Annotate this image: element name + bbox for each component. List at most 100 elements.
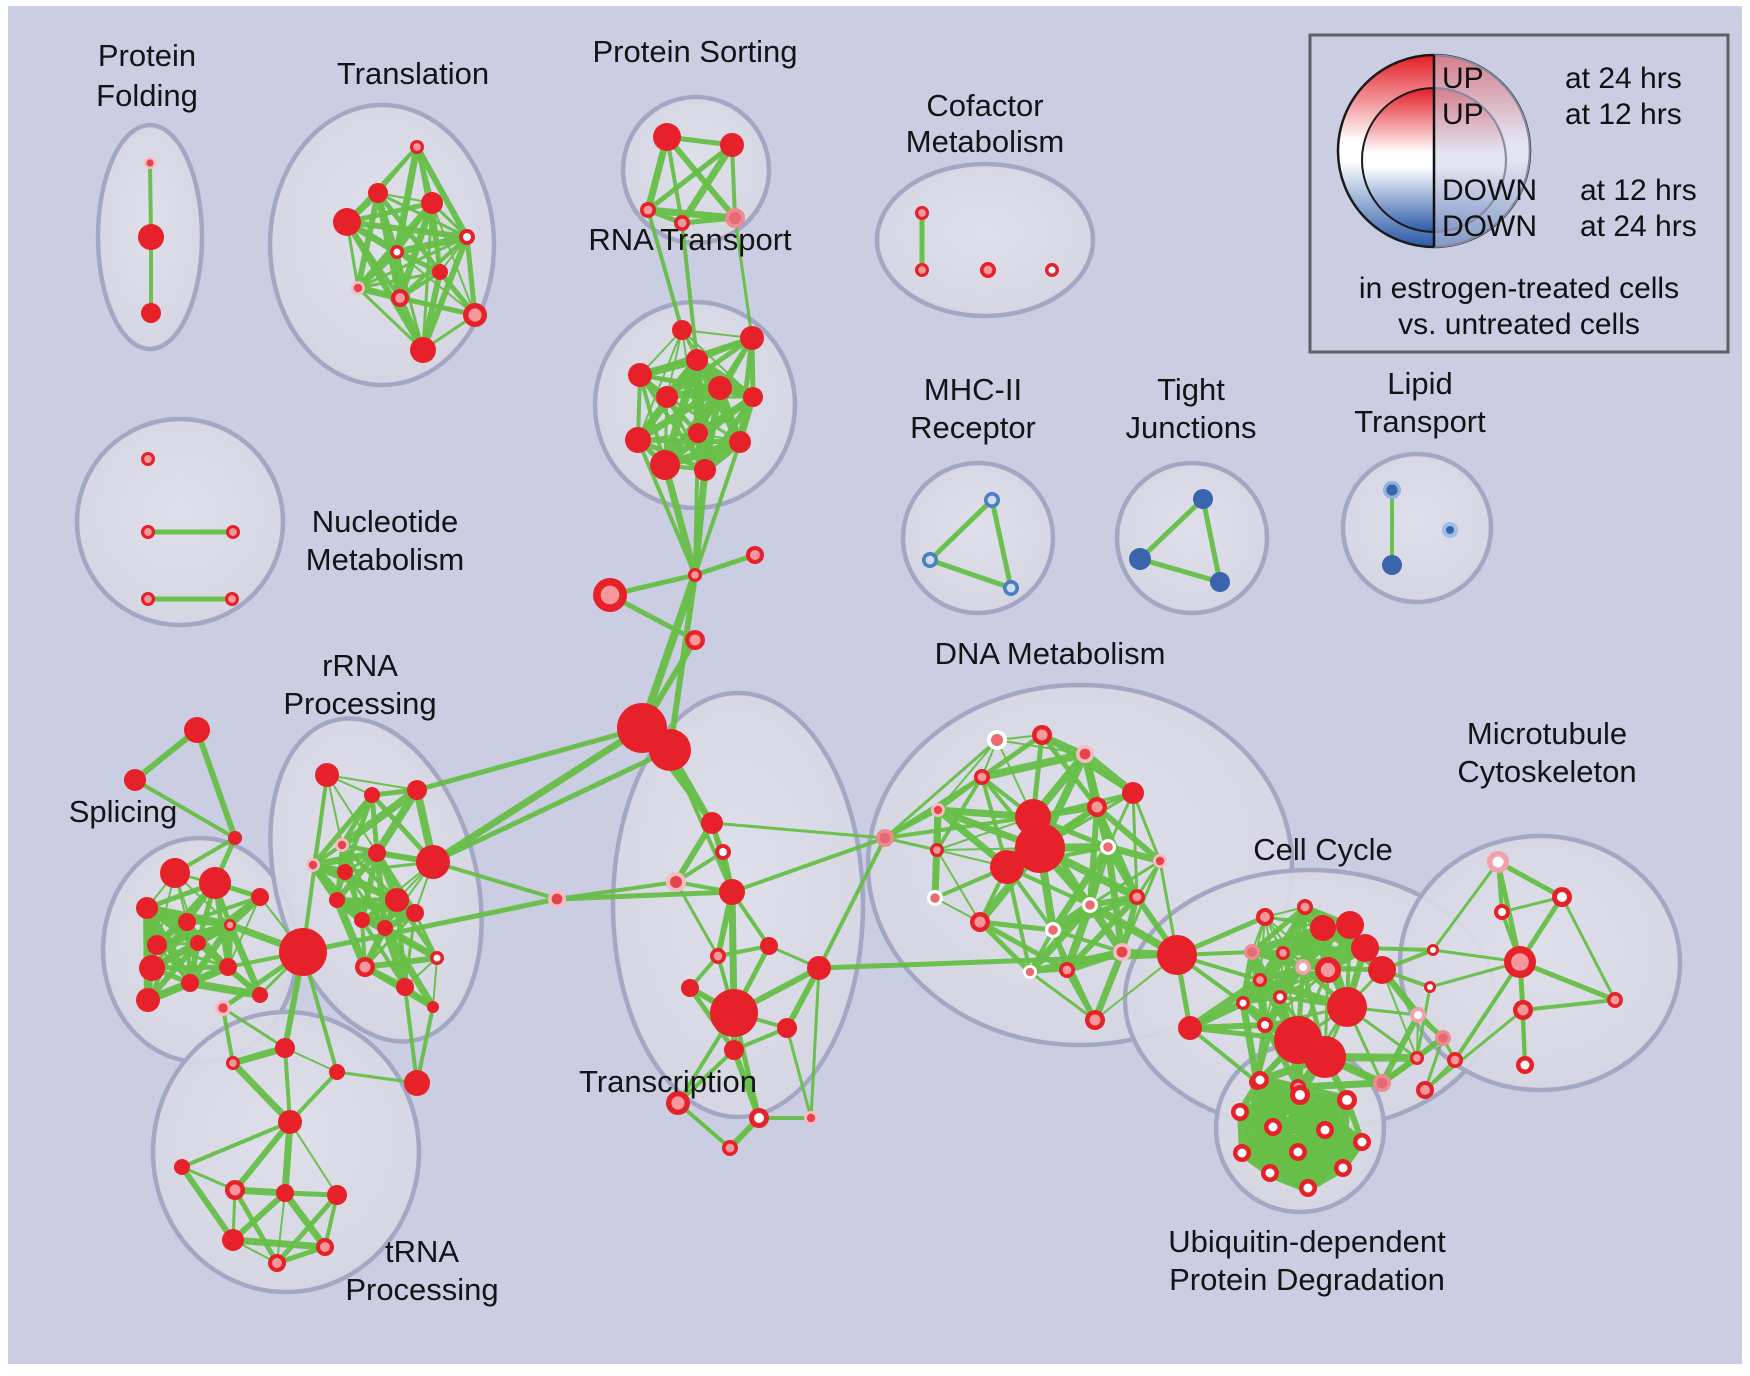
node-connector-center bbox=[1420, 1085, 1430, 1095]
cluster-area-microtubule-cytoskeleton bbox=[1397, 833, 1683, 1093]
node-lipid-transport bbox=[1382, 555, 1402, 575]
edge-translation bbox=[431, 202, 476, 316]
cluster-label-lipid-transport: Transport bbox=[1354, 404, 1486, 439]
edge-trna-processing bbox=[229, 1059, 294, 1126]
edge-dna-metabolism bbox=[1051, 928, 1124, 954]
node-cell-cycle bbox=[1336, 911, 1364, 939]
edge-rrna-processing bbox=[340, 843, 399, 902]
edge-rrna-processing bbox=[309, 849, 381, 869]
edge-microtubule-cytoskeleton bbox=[1495, 859, 1565, 900]
cluster-label-trna-processing: Processing bbox=[345, 1272, 498, 1307]
cluster-label-mhc-ii-receptor: Receptor bbox=[910, 410, 1036, 445]
node-ubiquitin-degradation-center bbox=[1265, 1168, 1275, 1178]
edge-tight-junctions bbox=[1137, 496, 1206, 562]
edge-ubiquitin-degradation bbox=[1266, 1164, 1347, 1177]
node-trna-processing bbox=[275, 1038, 295, 1058]
node-splicing bbox=[252, 987, 268, 1003]
node-trna-processing-center bbox=[320, 1242, 330, 1252]
node-protein-folding bbox=[138, 224, 164, 250]
node-rrna-processing bbox=[407, 780, 427, 800]
cluster-label-rrna-processing: Processing bbox=[283, 686, 436, 721]
cluster-label-mhc-ii-receptor: MHC-II bbox=[924, 372, 1022, 407]
node-nucleotide-metabolism-center bbox=[144, 455, 152, 463]
node-cell-cycle-center bbox=[1279, 949, 1287, 957]
node-microtubule-cytoskeleton-center bbox=[1427, 984, 1433, 990]
node-dna-metabolism bbox=[1015, 823, 1065, 873]
node-cell-cycle-center bbox=[1376, 1077, 1388, 1089]
node-dna-metabolism-center bbox=[977, 772, 987, 782]
edge-connector bbox=[733, 216, 754, 340]
node-tight-junctions bbox=[1210, 572, 1230, 592]
edge-translation bbox=[355, 249, 400, 291]
edge-dna-metabolism bbox=[1028, 970, 1097, 1022]
node-connector-center bbox=[879, 832, 891, 844]
node-cofactor-metabolism-center bbox=[918, 209, 926, 217]
cluster-area-lipid-transport bbox=[1340, 451, 1494, 605]
node-dna-metabolism-center bbox=[1036, 729, 1048, 741]
cluster-area-cofactor-metabolism bbox=[874, 161, 1096, 319]
edge-connector bbox=[429, 724, 646, 866]
edge-connector bbox=[646, 208, 684, 332]
node-transcription-center bbox=[670, 876, 682, 888]
node-mhc-ii-receptor-center bbox=[1006, 583, 1016, 593]
node-mhc-ii-receptor-center bbox=[987, 495, 997, 505]
node-rrna-processing bbox=[416, 845, 450, 879]
node-rna-transport bbox=[686, 349, 708, 371]
node-trna-processing-center bbox=[229, 1059, 237, 1067]
edge-ubiquitin-degradation bbox=[1265, 1137, 1367, 1178]
legend-footer-line1: in estrogen-treated cells bbox=[1359, 272, 1679, 305]
node-dna-metabolism-center bbox=[933, 846, 941, 854]
edge-connector bbox=[403, 985, 419, 1085]
node-protein-sorting bbox=[653, 123, 681, 151]
node-dna-metabolism-center bbox=[991, 734, 1003, 746]
edge-translation bbox=[393, 143, 421, 256]
edge-connector bbox=[430, 747, 673, 865]
edge-microtubule-cytoskeleton bbox=[1500, 895, 1564, 914]
edge-connector bbox=[661, 461, 699, 579]
node-rrna-processing bbox=[364, 787, 380, 803]
cluster-label-tight-junctions: Junctions bbox=[1126, 410, 1257, 445]
edge-protein-sorting bbox=[644, 206, 739, 222]
labels-layer: Protein Folding Translation Protein Sorting… bbox=[69, 34, 1637, 1307]
node-trna-processing-center bbox=[229, 1184, 241, 1196]
node-dna-metabolism-center bbox=[1085, 900, 1095, 910]
edge-rrna-processing bbox=[374, 850, 418, 916]
edge-rrna-processing bbox=[334, 850, 380, 903]
cluster-label-splicing: Splicing bbox=[69, 794, 178, 829]
edge-translation bbox=[397, 295, 478, 318]
node-translation-center bbox=[395, 293, 405, 303]
edge-connector bbox=[693, 431, 700, 577]
node-microtubule-cytoskeleton-center bbox=[1511, 953, 1529, 971]
node-microtubule-cytoskeleton-center bbox=[1557, 892, 1567, 902]
node-connector-center bbox=[551, 893, 563, 905]
edge-translation bbox=[414, 144, 470, 240]
node-rrna-processing-center bbox=[433, 954, 441, 962]
node-rrna-processing bbox=[377, 920, 393, 936]
legend-down-24-time: at 24 hrs bbox=[1580, 210, 1697, 243]
edge-connector bbox=[194, 727, 238, 841]
node-dna-metabolism-center bbox=[1048, 925, 1058, 935]
edge-translation bbox=[356, 270, 442, 290]
node-rrna-processing bbox=[368, 844, 386, 862]
node-rna-transport bbox=[743, 387, 763, 407]
node-translation-center bbox=[463, 233, 471, 241]
node-transcription-center bbox=[725, 1143, 735, 1153]
edge-trna-processing bbox=[232, 1119, 293, 1193]
node-splicing bbox=[178, 913, 196, 931]
node-dna-metabolism-center bbox=[1025, 967, 1035, 977]
node-dna-metabolism-center bbox=[974, 916, 986, 928]
edge-translation bbox=[344, 200, 435, 225]
edge-connector bbox=[883, 738, 999, 840]
node-connector bbox=[124, 769, 146, 791]
node-rrna-processing-center bbox=[359, 961, 371, 973]
edge-trna-processing bbox=[230, 1190, 288, 1243]
edge-transcription bbox=[785, 1026, 813, 1120]
node-rna-transport bbox=[628, 363, 652, 387]
edge-trna-processing bbox=[179, 1164, 236, 1243]
node-rrna-processing bbox=[427, 1001, 439, 1013]
node-cell-cycle bbox=[1351, 934, 1379, 962]
node-translation bbox=[333, 208, 361, 236]
cluster-label-protein-sorting: Protein Sorting bbox=[592, 34, 797, 69]
node-dna-metabolism-center bbox=[1062, 965, 1072, 975]
